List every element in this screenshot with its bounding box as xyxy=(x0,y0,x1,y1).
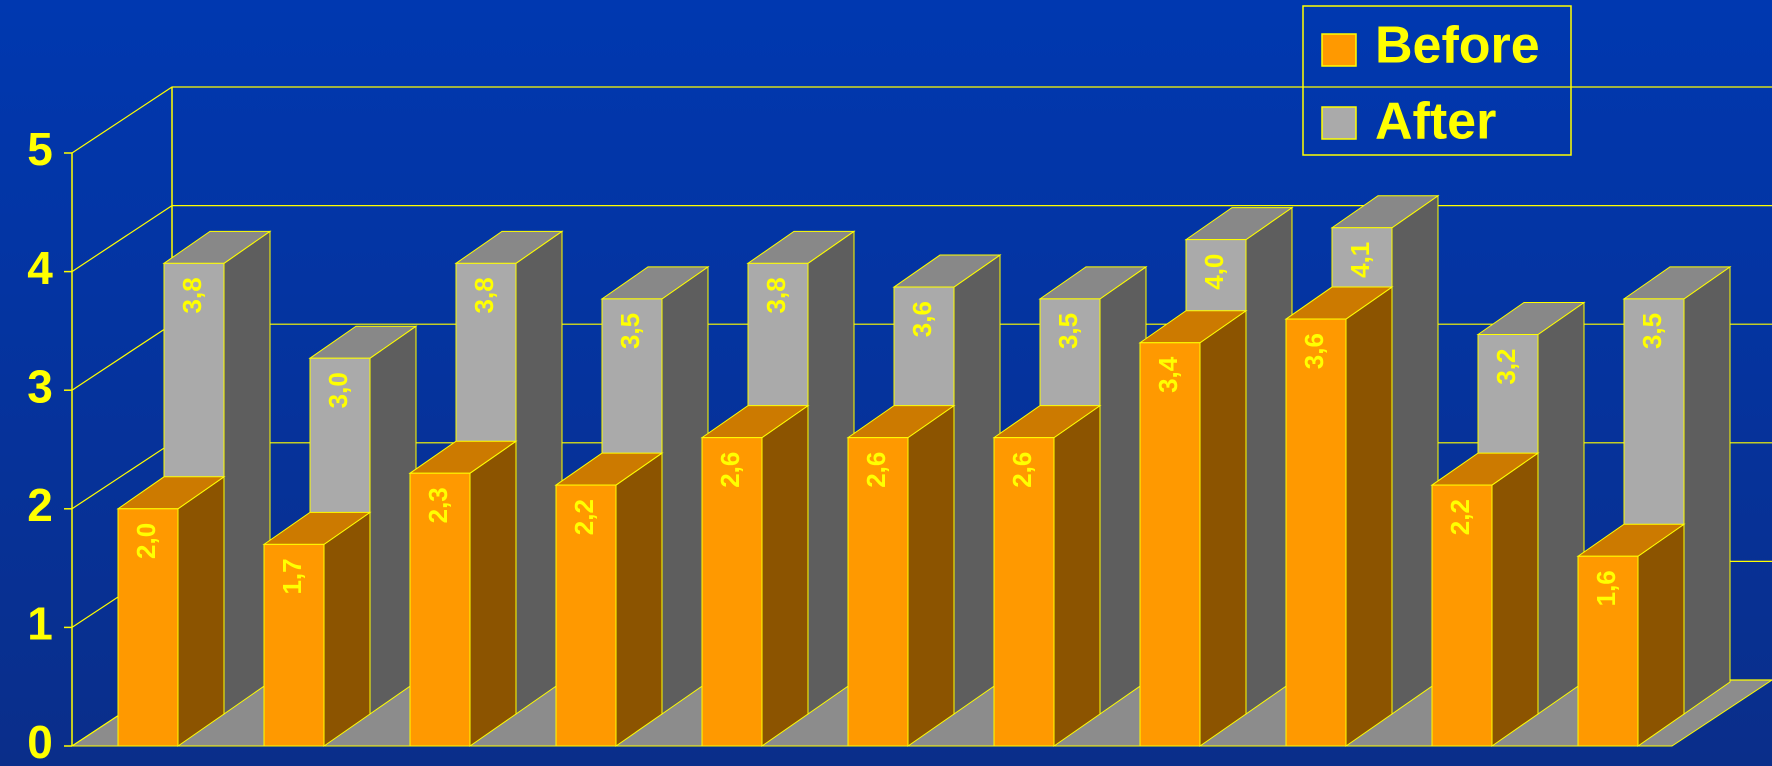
bar-side xyxy=(907,404,955,747)
y-tick-label: 2 xyxy=(27,479,53,531)
value-label: 3,5 xyxy=(1053,313,1083,349)
bar-side xyxy=(953,254,1001,715)
bar xyxy=(409,472,471,747)
bar-side xyxy=(761,404,809,747)
value-label: 3,8 xyxy=(469,277,499,313)
value-label: 2,2 xyxy=(569,499,599,535)
bar-side xyxy=(469,440,517,747)
bar-side xyxy=(1391,194,1439,715)
legend: Before After xyxy=(1302,5,1572,156)
bars: 3,8 3,0 3,8 3,5 3,8 3,6 3,5 4,0 4,1 3,2 3,5 2,0 1,7 2… xyxy=(116,194,1732,747)
legend-swatch xyxy=(1321,33,1357,67)
value-label: 3,2 xyxy=(1491,348,1521,384)
value-label: 3,4 xyxy=(1153,356,1183,393)
value-label: 3,8 xyxy=(177,277,207,313)
value-label: 1,7 xyxy=(277,558,307,594)
value-label: 2,6 xyxy=(1007,452,1037,488)
value-label: 3,0 xyxy=(323,372,353,408)
bar xyxy=(1139,342,1201,747)
bar-side xyxy=(177,475,225,747)
bar-side xyxy=(1491,452,1539,747)
bar xyxy=(555,484,617,747)
value-label: 2,3 xyxy=(423,487,453,523)
bar-side xyxy=(661,265,709,715)
grid-line xyxy=(71,205,1772,273)
value-label: 3,6 xyxy=(1299,333,1329,369)
bar-side xyxy=(223,230,271,715)
bar xyxy=(847,437,909,747)
legend-label: After xyxy=(1375,93,1496,151)
value-label: 4,1 xyxy=(1345,242,1375,278)
bar-side xyxy=(323,511,371,747)
bar xyxy=(1285,318,1347,747)
value-label: 3,5 xyxy=(1637,313,1667,349)
bar-side xyxy=(1199,309,1247,747)
y-tick-label: 3 xyxy=(27,360,53,412)
value-label: 2,0 xyxy=(131,523,161,559)
bar-side xyxy=(807,230,855,715)
value-label: 1,6 xyxy=(1591,570,1621,606)
bar-side xyxy=(1245,206,1293,715)
bar-side xyxy=(1537,301,1585,715)
grid-line xyxy=(71,86,1772,154)
bar-side xyxy=(1683,265,1731,715)
bar xyxy=(117,508,179,747)
bar-side xyxy=(1053,404,1101,747)
bar-side xyxy=(1099,265,1147,715)
value-label: 3,8 xyxy=(761,277,791,313)
value-label: 3,5 xyxy=(615,313,645,349)
value-label: 2,2 xyxy=(1445,499,1475,535)
legend-label: Before xyxy=(1375,17,1540,75)
bar xyxy=(1431,484,1493,747)
value-label: 2,6 xyxy=(861,452,891,488)
y-tick-label: 4 xyxy=(27,242,53,294)
legend-swatch xyxy=(1321,106,1357,140)
value-label: 4,0 xyxy=(1199,254,1229,290)
y-tick-label: 0 xyxy=(27,716,53,766)
bar-side xyxy=(1345,286,1393,747)
bar xyxy=(701,437,763,747)
bar-side xyxy=(515,230,563,715)
bar-side xyxy=(369,325,417,715)
bar xyxy=(1577,555,1639,747)
bar-side xyxy=(615,452,663,747)
value-label: 2,6 xyxy=(715,452,745,488)
bar xyxy=(993,437,1055,747)
y-tick-label: 5 xyxy=(27,123,53,175)
y-tick-label: 1 xyxy=(27,598,53,650)
value-label: 3,6 xyxy=(907,301,937,337)
bar-side xyxy=(1637,523,1685,747)
bar xyxy=(263,543,325,747)
legend-box xyxy=(1302,5,1572,156)
